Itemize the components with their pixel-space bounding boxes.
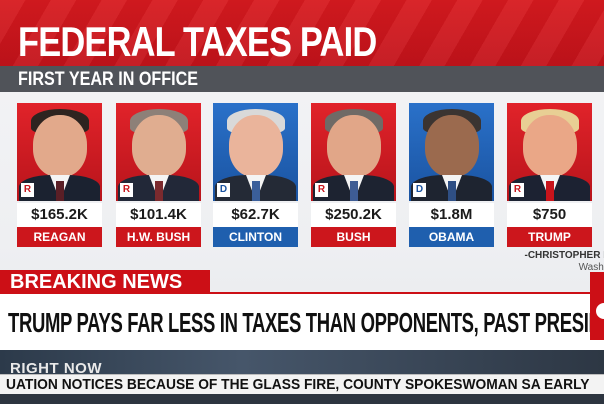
- credit-line-2: Washi: [578, 262, 604, 273]
- right-now-label: RIGHT NOW: [10, 360, 102, 377]
- subtitle-band: [0, 66, 604, 92]
- portrait-obama: D: [409, 103, 494, 201]
- network-logo-tab: [590, 340, 604, 350]
- graphic-title: FEDERAL TAXES PAID: [18, 18, 377, 65]
- tax-amount: $165.2K: [17, 203, 102, 227]
- tax-amount: $250.2K: [311, 203, 396, 227]
- graphic-subtitle: FIRST YEAR IN OFFICE: [18, 69, 199, 90]
- source-credit: -CHRISTOPHER I Washi: [525, 250, 604, 274]
- portrait-clinton: D: [213, 103, 298, 201]
- president-card-trump: R $750 TRUMP: [507, 103, 592, 247]
- right-now-band: [0, 350, 604, 376]
- portrait-hw-bush: R: [116, 103, 201, 201]
- president-name: REAGAN: [17, 227, 102, 247]
- party-badge: D: [413, 183, 426, 197]
- president-card-clinton: D $62.7K CLINTON: [213, 103, 298, 247]
- breaking-news-label: BREAKING NEWS: [0, 270, 210, 294]
- tax-amount: $101.4K: [116, 203, 201, 227]
- party-badge: R: [315, 183, 328, 197]
- president-name: OBAMA: [409, 227, 494, 247]
- headline-band: [0, 292, 590, 350]
- headline-text: TRUMP PAYS FAR LESS IN TAXES THAN OPPONE…: [8, 307, 604, 338]
- president-name: CLINTON: [213, 227, 298, 247]
- portrait-trump: R: [507, 103, 592, 201]
- credit-line-1: -CHRISTOPHER I: [524, 250, 604, 261]
- ticker-text: UATION NOTICES BECAUSE OF THE GLASS FIRE…: [6, 376, 590, 393]
- portrait-reagan: R: [17, 103, 102, 201]
- party-badge: R: [120, 183, 133, 197]
- tax-amount: $62.7K: [213, 203, 298, 227]
- news-ticker: [0, 374, 604, 394]
- bottom-band: [0, 394, 604, 404]
- president-name: TRUMP: [507, 227, 592, 247]
- party-badge: R: [21, 183, 34, 197]
- network-logo-circle: [593, 300, 604, 322]
- president-card-hw-bush: R $101.4K H.W. BUSH: [116, 103, 201, 247]
- tax-amount: $750: [507, 203, 592, 227]
- president-name: H.W. BUSH: [116, 227, 201, 247]
- tax-amount: $1.8M: [409, 203, 494, 227]
- party-badge: D: [217, 183, 230, 197]
- party-badge: R: [511, 183, 524, 197]
- president-card-reagan: R $165.2K REAGAN: [17, 103, 102, 247]
- title-band: [0, 0, 604, 70]
- presidents-row: R $165.2K REAGAN R $101.4K H.W. BUSH: [17, 103, 597, 247]
- president-name: BUSH: [311, 227, 396, 247]
- president-card-obama: D $1.8M OBAMA: [409, 103, 494, 247]
- president-card-bush: R $250.2K BUSH: [311, 103, 396, 247]
- portrait-bush: R: [311, 103, 396, 201]
